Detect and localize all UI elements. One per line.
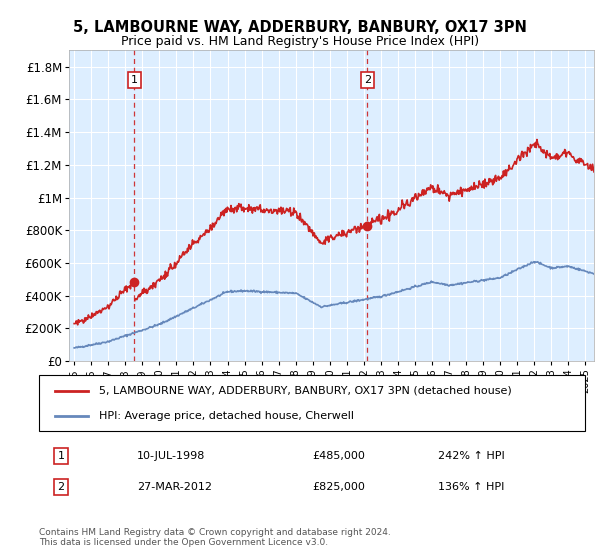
Text: £485,000: £485,000	[312, 451, 365, 461]
Text: 5, LAMBOURNE WAY, ADDERBURY, BANBURY, OX17 3PN: 5, LAMBOURNE WAY, ADDERBURY, BANBURY, OX…	[73, 20, 527, 35]
Text: 242% ↑ HPI: 242% ↑ HPI	[437, 451, 505, 461]
Text: 1: 1	[131, 75, 138, 85]
Text: 2: 2	[57, 482, 64, 492]
Text: HPI: Average price, detached house, Cherwell: HPI: Average price, detached house, Cher…	[99, 410, 354, 421]
Text: Price paid vs. HM Land Registry's House Price Index (HPI): Price paid vs. HM Land Registry's House …	[121, 35, 479, 48]
Text: 5, LAMBOURNE WAY, ADDERBURY, BANBURY, OX17 3PN (detached house): 5, LAMBOURNE WAY, ADDERBURY, BANBURY, OX…	[99, 386, 512, 396]
Text: £825,000: £825,000	[312, 482, 365, 492]
Text: 2: 2	[364, 75, 371, 85]
FancyBboxPatch shape	[39, 375, 585, 431]
Text: 1: 1	[58, 451, 64, 461]
Text: Contains HM Land Registry data © Crown copyright and database right 2024.
This d: Contains HM Land Registry data © Crown c…	[39, 528, 391, 547]
Text: 27-MAR-2012: 27-MAR-2012	[137, 482, 212, 492]
Text: 136% ↑ HPI: 136% ↑ HPI	[437, 482, 504, 492]
Text: 10-JUL-1998: 10-JUL-1998	[137, 451, 206, 461]
